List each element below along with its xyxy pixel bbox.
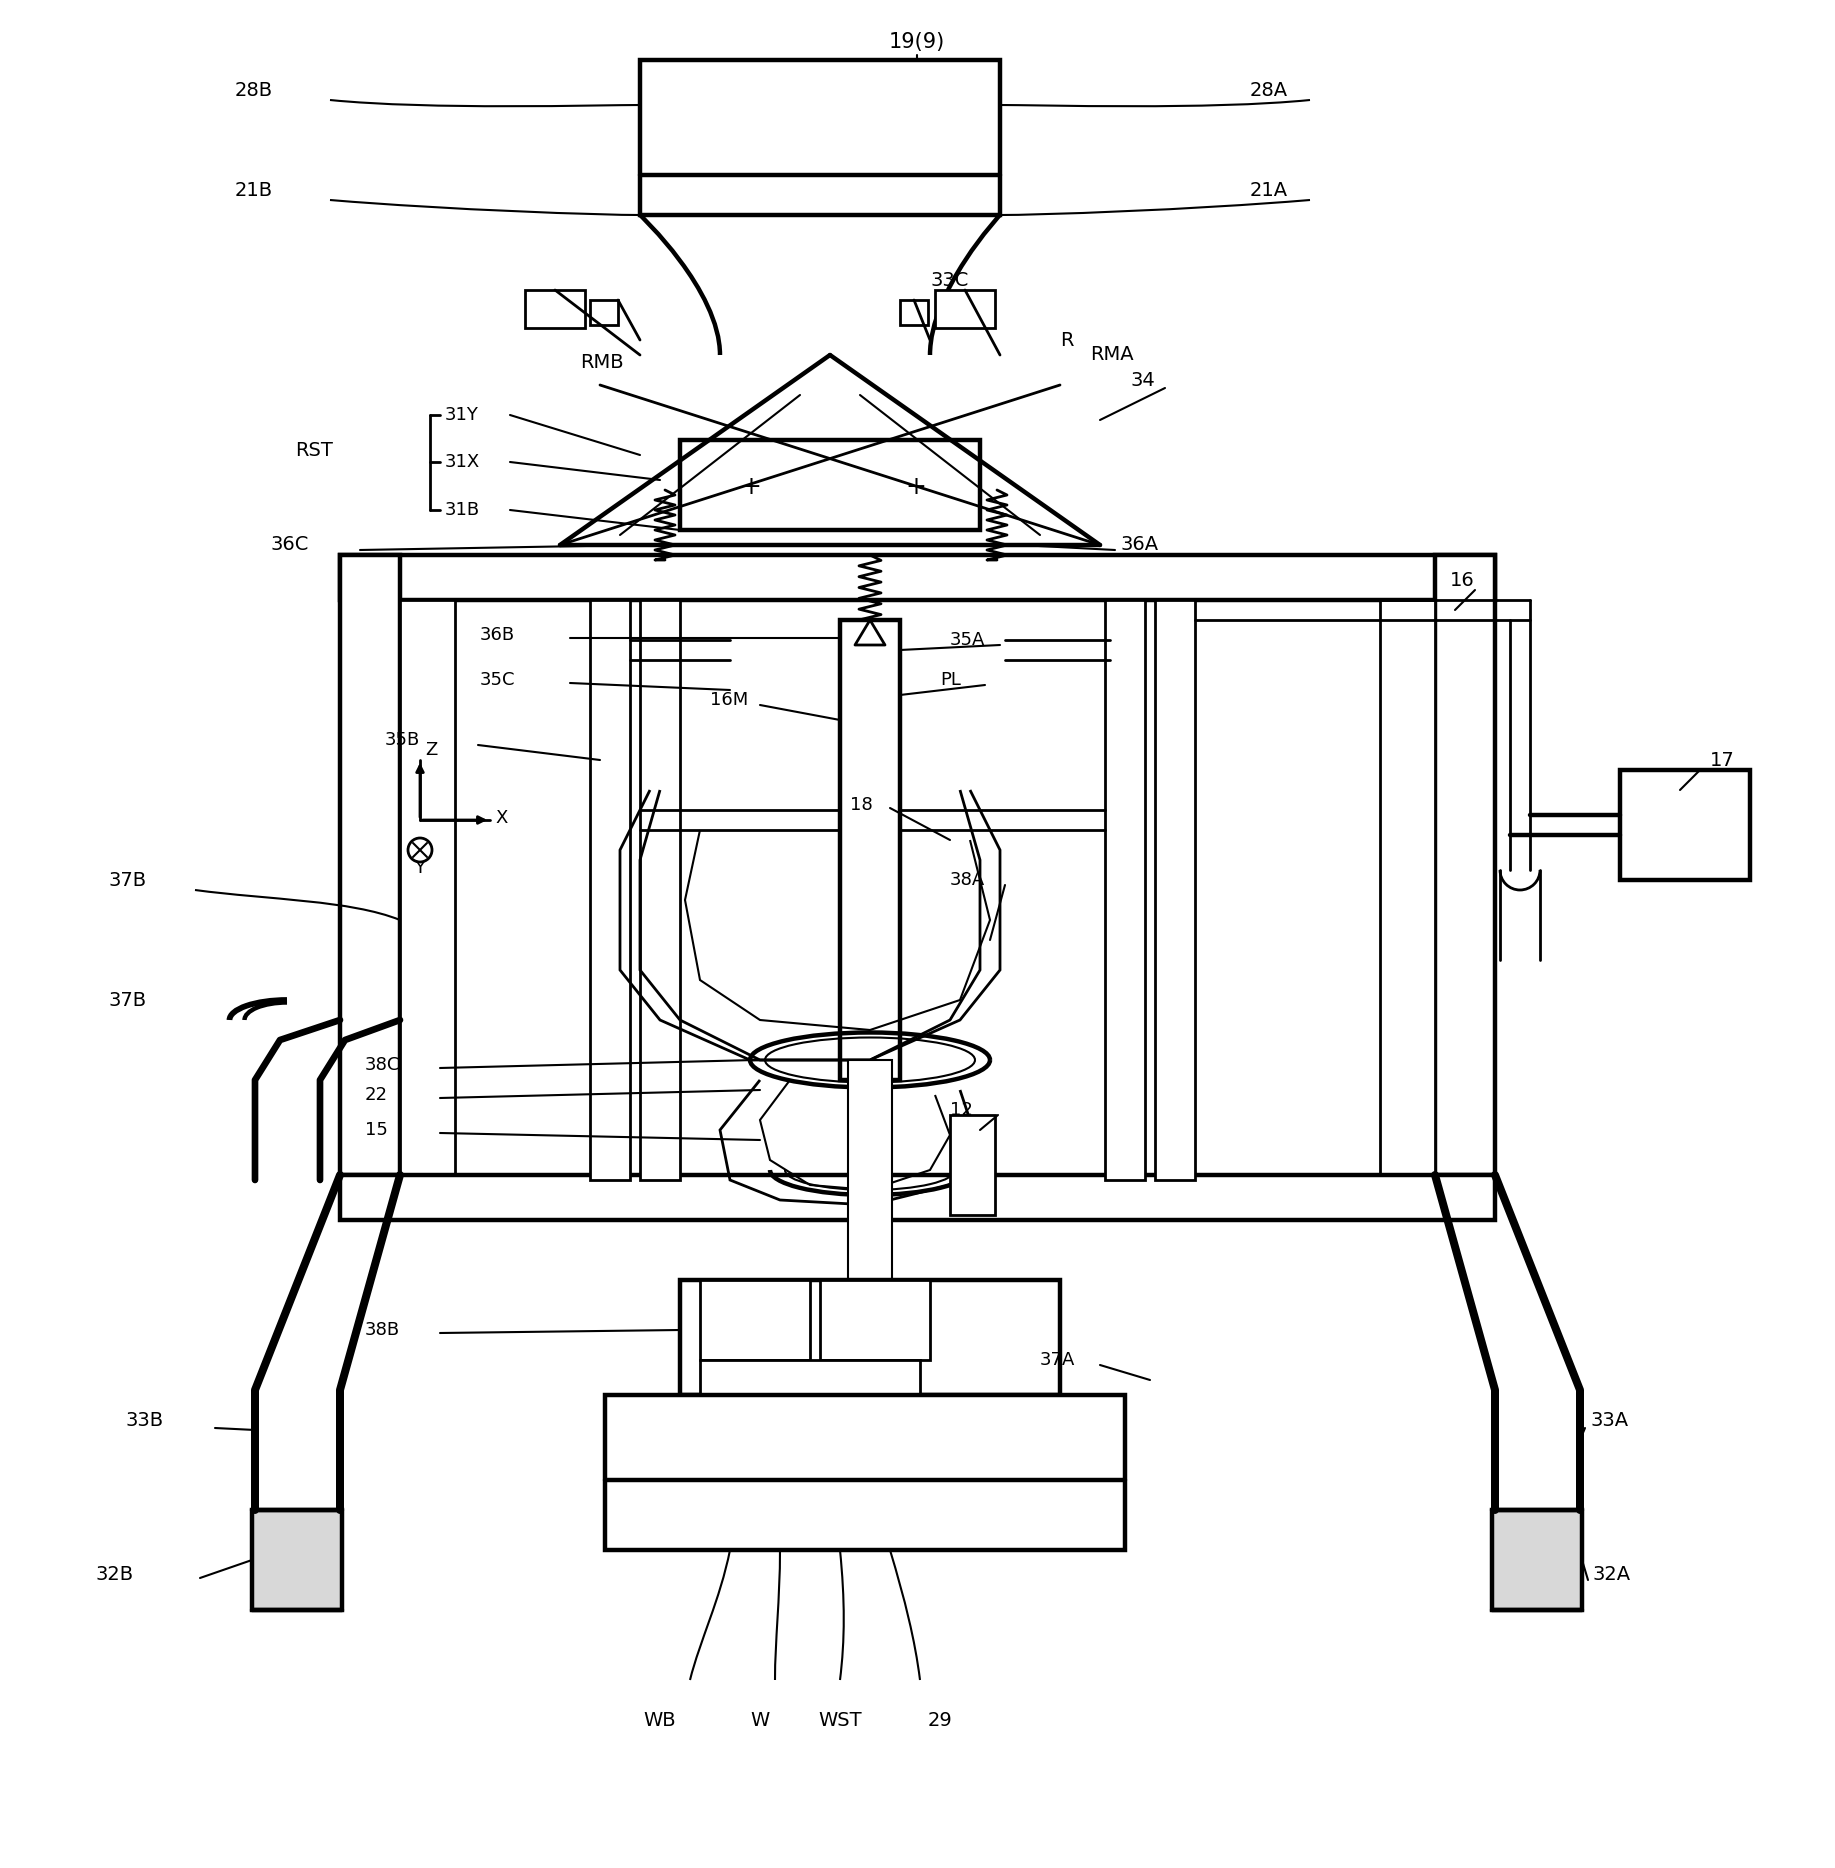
Text: 29: 29: [929, 1711, 952, 1730]
Text: 28B: 28B: [235, 80, 273, 99]
Text: Y: Y: [415, 859, 426, 876]
Text: RMA: RMA: [1090, 346, 1134, 364]
Bar: [699, 1360, 919, 1395]
Bar: [936, 290, 995, 329]
Text: RST: RST: [295, 441, 332, 460]
Text: 31Y: 31Y: [446, 405, 479, 424]
Text: WST: WST: [818, 1711, 862, 1730]
Text: 28A: 28A: [1250, 80, 1288, 99]
Text: 21A: 21A: [1250, 181, 1288, 200]
Text: 37B: 37B: [108, 990, 147, 1009]
Text: R: R: [1061, 331, 1073, 349]
Text: 17: 17: [1710, 751, 1734, 770]
Text: 12: 12: [951, 1100, 973, 1119]
Text: 16M: 16M: [710, 691, 749, 710]
Text: 33B: 33B: [125, 1410, 163, 1429]
Bar: [681, 1280, 1061, 1395]
Text: 32B: 32B: [95, 1565, 134, 1584]
Bar: [699, 1280, 809, 1360]
Circle shape: [407, 839, 431, 861]
Bar: [525, 290, 585, 329]
Bar: [681, 441, 980, 531]
Bar: [820, 1280, 930, 1360]
Bar: [848, 1059, 892, 1280]
Text: 21B: 21B: [235, 181, 273, 200]
Bar: [951, 1115, 995, 1214]
Bar: [400, 600, 455, 1181]
Bar: [1435, 555, 1496, 1175]
Text: 22: 22: [365, 1085, 387, 1104]
Text: 34: 34: [1130, 370, 1154, 390]
Bar: [251, 1509, 341, 1610]
Bar: [1380, 600, 1435, 1181]
Text: PL: PL: [940, 671, 962, 689]
Text: 35C: 35C: [481, 671, 516, 689]
Bar: [339, 555, 400, 1175]
Bar: [640, 600, 681, 1181]
Text: 35B: 35B: [385, 730, 420, 749]
Text: X: X: [495, 809, 506, 828]
Bar: [1492, 1509, 1582, 1610]
Bar: [591, 600, 629, 1181]
Bar: [1620, 770, 1751, 880]
Bar: [1105, 600, 1145, 1181]
Bar: [591, 301, 618, 325]
Bar: [855, 1059, 884, 1280]
Text: 15: 15: [365, 1121, 387, 1139]
Text: W: W: [751, 1711, 769, 1730]
Bar: [1154, 600, 1195, 1181]
Text: 38A: 38A: [951, 870, 985, 889]
Text: 33C: 33C: [930, 271, 969, 290]
Text: 31X: 31X: [446, 454, 481, 471]
Bar: [339, 1175, 1496, 1220]
Text: Z: Z: [426, 742, 437, 758]
Text: 38B: 38B: [365, 1321, 400, 1339]
Bar: [840, 620, 899, 1080]
Text: 36C: 36C: [270, 536, 308, 555]
Text: 36A: 36A: [1119, 536, 1158, 555]
Text: WB: WB: [644, 1711, 677, 1730]
Text: 32A: 32A: [1593, 1565, 1629, 1584]
Text: 31B: 31B: [446, 501, 481, 519]
Text: 37B: 37B: [108, 870, 147, 889]
Text: 38C: 38C: [365, 1055, 400, 1074]
Text: RMB: RMB: [580, 353, 624, 372]
Text: +: +: [905, 474, 927, 499]
Text: 36B: 36B: [481, 626, 516, 644]
Text: 37A: 37A: [1040, 1351, 1075, 1369]
Text: 19(9): 19(9): [888, 32, 945, 52]
Bar: [640, 60, 1000, 215]
Text: 16: 16: [1450, 570, 1475, 590]
Text: 35A: 35A: [951, 631, 985, 648]
Bar: [899, 301, 929, 325]
Text: 18: 18: [850, 796, 873, 814]
Bar: [606, 1395, 1125, 1550]
Text: +: +: [740, 474, 762, 499]
Bar: [339, 555, 1496, 600]
Text: 33A: 33A: [1589, 1410, 1628, 1429]
